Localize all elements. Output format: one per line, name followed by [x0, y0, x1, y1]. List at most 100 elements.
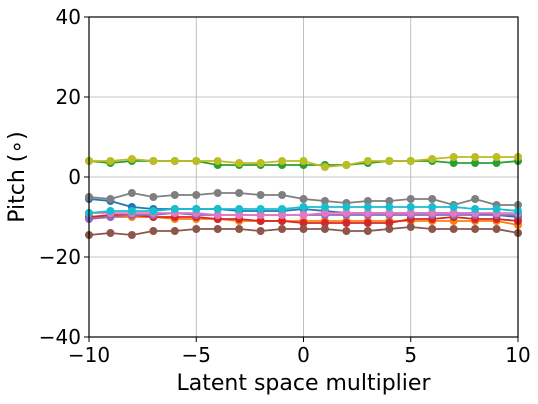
data-point	[299, 219, 308, 227]
data-point	[170, 227, 179, 235]
data-point	[170, 157, 179, 165]
data-point	[235, 159, 244, 167]
data-point	[192, 205, 201, 213]
data-point	[149, 207, 158, 215]
y-axis: −40 −20 0 20 40	[39, 5, 89, 349]
data-point	[235, 205, 244, 213]
data-point	[106, 157, 115, 165]
data-point	[406, 195, 415, 203]
y-tick-label: −40	[39, 325, 81, 349]
y-tick-label: −20	[39, 245, 81, 269]
data-point	[106, 207, 115, 215]
grid-lines	[88, 16, 519, 338]
data-point	[449, 203, 458, 211]
data-point	[256, 159, 265, 167]
data-point	[449, 209, 458, 217]
data-point	[213, 189, 222, 197]
data-point	[213, 157, 222, 165]
data-point	[149, 157, 158, 165]
data-point	[385, 157, 394, 165]
y-tick-label: 40	[56, 5, 81, 29]
data-point	[342, 203, 351, 211]
data-point	[106, 229, 115, 237]
series-layer	[85, 153, 522, 239]
data-point	[406, 203, 415, 211]
data-point	[449, 225, 458, 233]
data-point	[320, 197, 329, 205]
data-point	[320, 203, 329, 211]
data-point	[492, 225, 501, 233]
data-point	[235, 211, 244, 219]
data-point	[299, 225, 308, 233]
data-point	[363, 227, 372, 235]
data-point	[471, 205, 480, 213]
data-point	[363, 197, 372, 205]
data-point	[149, 193, 158, 201]
data-point	[278, 205, 287, 213]
data-point	[363, 203, 372, 211]
data-point	[299, 203, 308, 211]
data-point	[471, 195, 480, 203]
data-point	[449, 153, 458, 161]
data-point	[428, 155, 437, 163]
data-point	[278, 217, 287, 225]
data-point	[449, 159, 458, 167]
data-point	[106, 195, 115, 203]
data-point	[471, 159, 480, 167]
data-point	[213, 205, 222, 213]
x-tick-label: 0	[297, 343, 310, 367]
data-point	[363, 219, 372, 227]
data-point	[235, 225, 244, 233]
data-point	[127, 231, 136, 239]
data-point	[299, 211, 308, 219]
data-point	[213, 225, 222, 233]
data-point	[149, 227, 158, 235]
x-tick-label: 10	[505, 343, 530, 367]
data-point	[428, 209, 437, 217]
data-point	[385, 197, 394, 205]
data-point	[406, 223, 415, 231]
data-point	[256, 217, 265, 225]
data-point	[127, 189, 136, 197]
x-tick-label: −5	[182, 343, 211, 367]
data-point	[320, 163, 329, 171]
data-point	[213, 211, 222, 219]
data-point	[492, 205, 501, 213]
data-point	[406, 157, 415, 165]
series-8	[85, 153, 522, 171]
data-point	[278, 211, 287, 219]
y-tick-label: 0	[68, 165, 81, 189]
data-point	[299, 157, 308, 165]
data-point	[320, 225, 329, 233]
x-tick-label: −10	[68, 343, 110, 367]
y-axis-label: Pitch (∘)	[5, 131, 30, 223]
data-point	[127, 207, 136, 215]
data-point	[256, 211, 265, 219]
data-point	[170, 191, 179, 199]
data-point	[256, 191, 265, 199]
series-9	[85, 203, 522, 217]
data-point	[342, 209, 351, 217]
data-point	[428, 225, 437, 233]
data-point	[406, 209, 415, 217]
data-point	[278, 225, 287, 233]
data-point	[471, 225, 480, 233]
data-point	[363, 209, 372, 217]
data-point	[342, 161, 351, 169]
data-point	[192, 157, 201, 165]
data-point	[256, 227, 265, 235]
x-axis-label: Latent space multiplier	[177, 371, 432, 396]
data-point	[471, 153, 480, 161]
data-point	[299, 195, 308, 203]
data-point	[428, 203, 437, 211]
data-point	[342, 219, 351, 227]
data-point	[342, 227, 351, 235]
data-point	[192, 225, 201, 233]
data-point	[256, 205, 265, 213]
data-point	[170, 205, 179, 213]
data-point	[428, 195, 437, 203]
data-point	[492, 159, 501, 167]
x-axis: −10 −5 0 5 10	[68, 337, 531, 367]
x-tick-label: 5	[404, 343, 417, 367]
